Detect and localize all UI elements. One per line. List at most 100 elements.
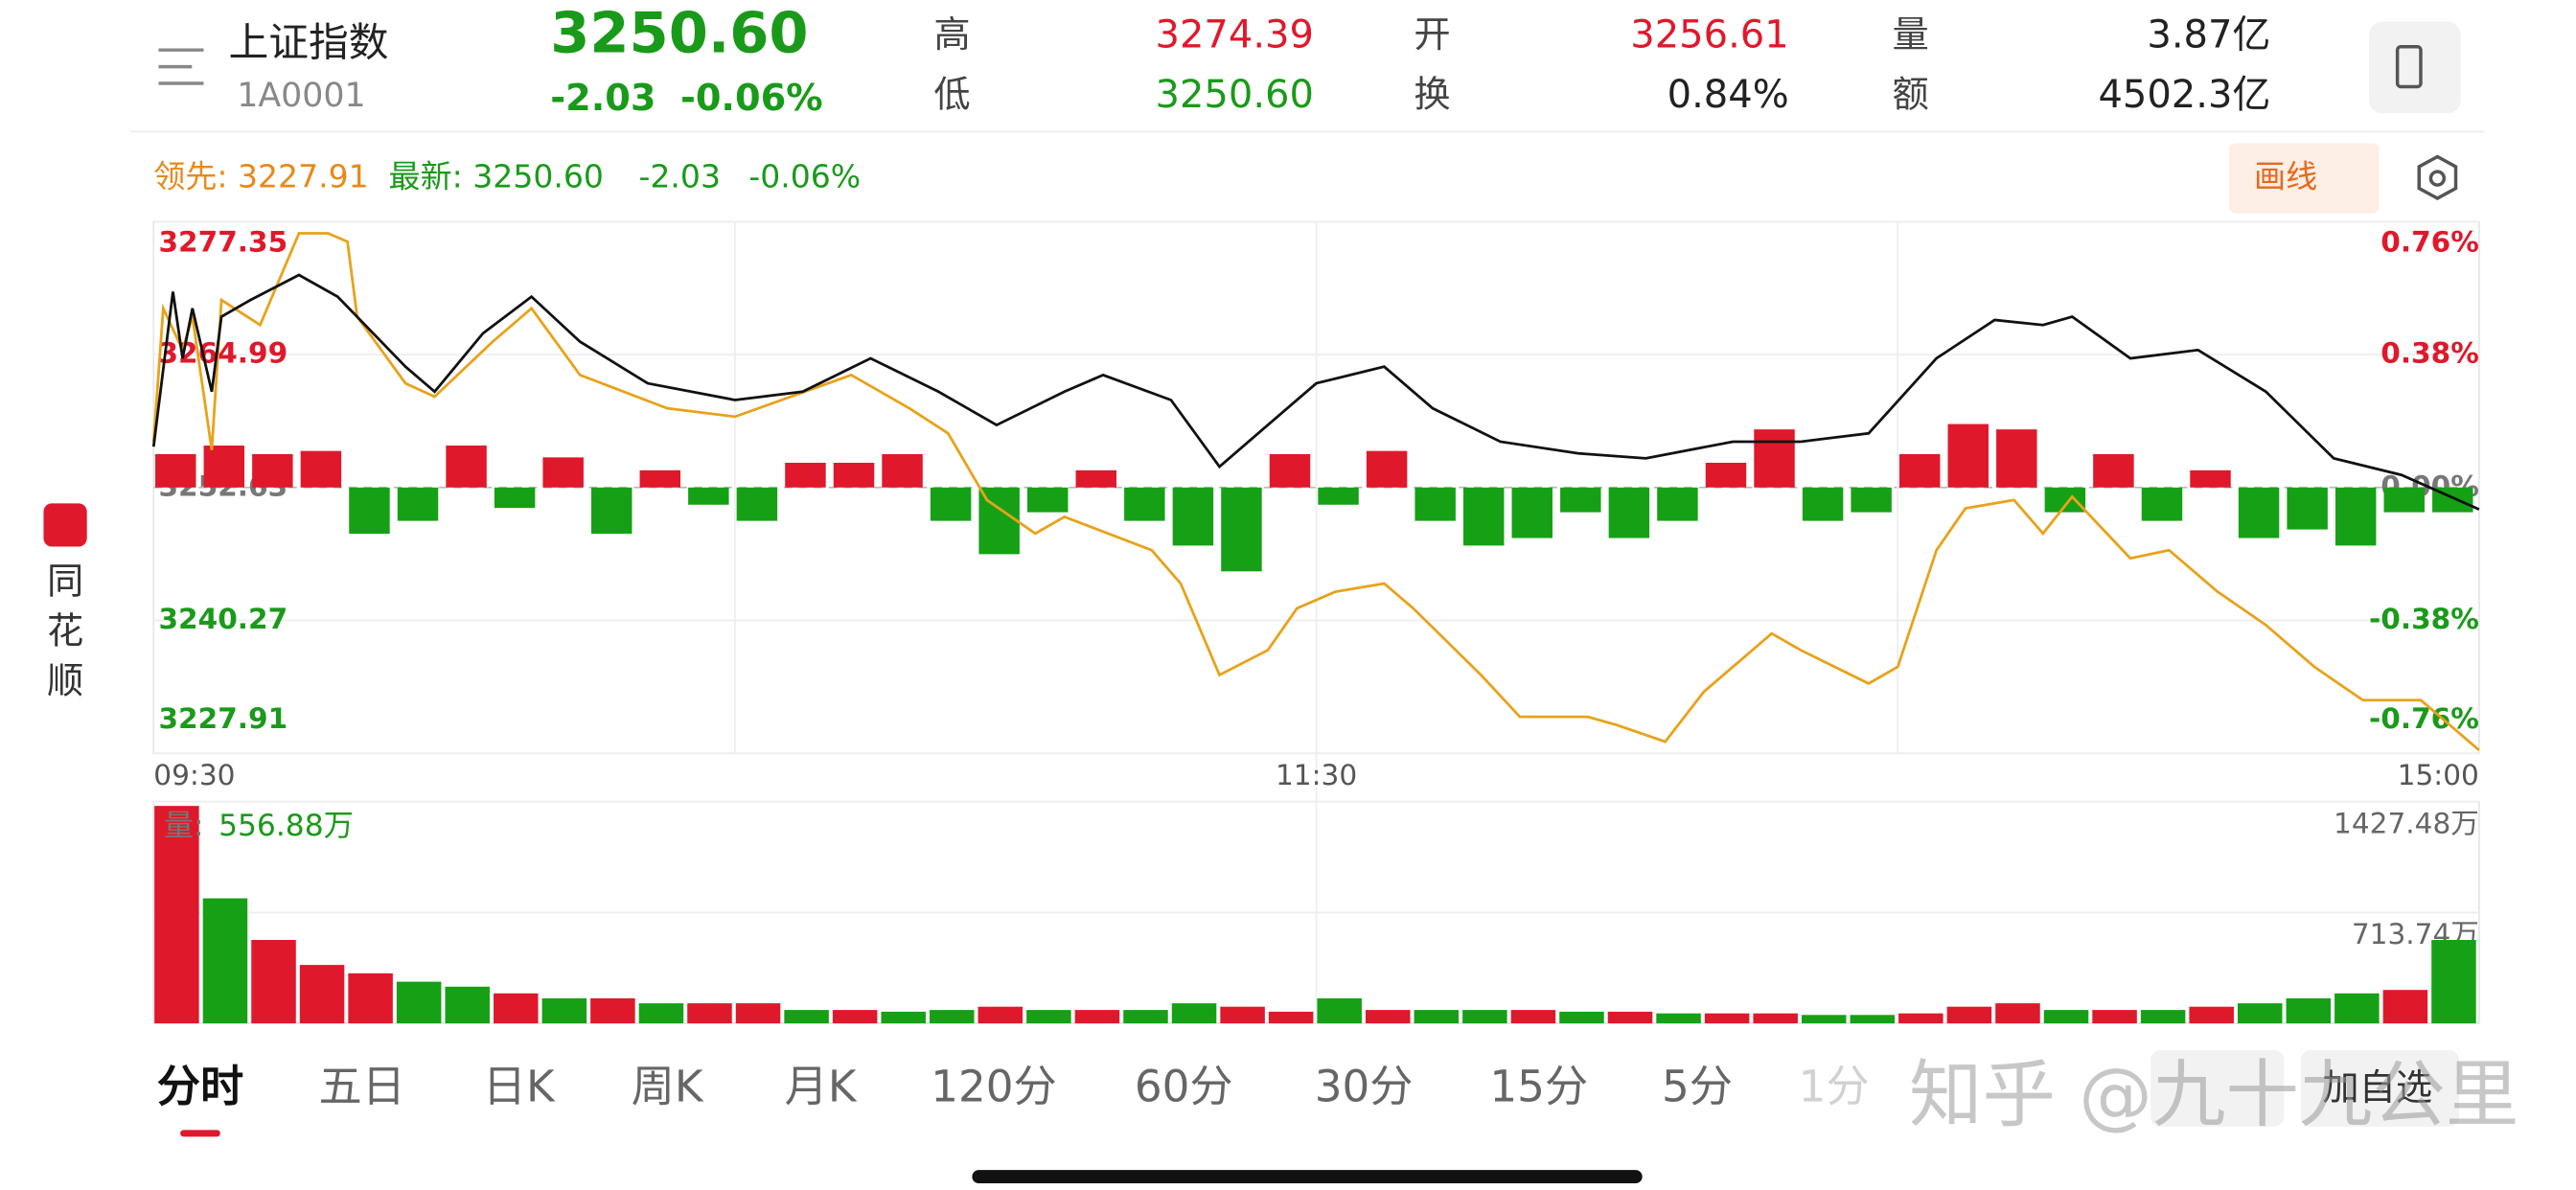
add-button-label: 加自选	[2322, 1066, 2432, 1110]
flow-bar	[1608, 487, 1650, 538]
volume-bar	[978, 1006, 1024, 1024]
volume-label: 量:	[164, 809, 204, 843]
volume-bar	[1365, 1010, 1411, 1024]
settings-icon[interactable]	[2417, 154, 2458, 200]
latest-legend: 最新: 3250.60	[389, 158, 604, 195]
volume-bar	[2189, 1006, 2234, 1024]
menu-icon[interactable]	[158, 48, 204, 85]
flow-bar	[446, 446, 487, 488]
flow-bar	[2383, 487, 2425, 513]
sidebar-char: 花	[47, 610, 83, 653]
volume-bar	[930, 1010, 975, 1024]
volume-bar	[1559, 1011, 1604, 1024]
volume-bar	[832, 1010, 878, 1024]
flow-bar	[542, 457, 584, 488]
tab[interactable]: 月K	[785, 1062, 858, 1112]
flow-bar	[736, 487, 778, 521]
index-name: 上证指数	[229, 18, 389, 65]
app-logo	[43, 503, 87, 547]
volume-bar	[1123, 1010, 1168, 1024]
draw-button[interactable]	[2228, 143, 2380, 214]
flow-bar	[930, 487, 972, 521]
watermark: 知乎 @九十九公里	[1909, 1053, 2518, 1138]
volume-value: 556.88万	[218, 809, 354, 843]
tab[interactable]: 日K	[483, 1062, 556, 1112]
volume-bar	[2237, 1003, 2283, 1024]
tab[interactable]: 分时	[157, 1062, 243, 1112]
flow-bar	[1560, 487, 1601, 513]
sidebar-char: 顺	[47, 660, 83, 703]
volume-bar	[251, 940, 296, 1024]
flow-bar	[1851, 487, 1892, 513]
flow-bar	[2287, 487, 2328, 530]
stat-value: 3256.61	[1630, 12, 1788, 57]
tab[interactable]: 1分	[1799, 1062, 1870, 1112]
tab[interactable]: 30分	[1315, 1062, 1414, 1112]
flow-bar	[2334, 487, 2377, 546]
volume-bar	[2431, 940, 2476, 1024]
volume-bar	[1850, 1015, 1896, 1024]
draw-button-label: 画线	[2254, 158, 2317, 195]
volume-bar	[445, 986, 490, 1024]
flow-bar	[494, 487, 536, 509]
volume-bar	[1607, 1011, 1653, 1024]
stat-label: 换	[1414, 73, 1450, 116]
y2-tick-label: -0.76%	[2369, 702, 2479, 735]
volume-bar	[494, 993, 539, 1024]
stat-label: 量	[1893, 13, 1929, 57]
volume-bar	[1317, 997, 1362, 1024]
volume-bar	[541, 997, 587, 1024]
volume-bar	[1898, 1013, 1944, 1024]
volume-bar	[1414, 1010, 1460, 1024]
legend-pct: -0.06%	[748, 158, 861, 195]
volume-bar	[638, 1003, 684, 1024]
flow-bar	[1366, 450, 1408, 488]
flow-bar	[1511, 487, 1552, 538]
volume-bar	[1026, 1010, 1071, 1024]
tab[interactable]: 15分	[1489, 1062, 1588, 1112]
volume-bar	[299, 965, 345, 1024]
change: -2.03	[550, 77, 656, 120]
volume-bar	[154, 806, 199, 1024]
flow-bar	[397, 487, 439, 521]
volume-bar	[881, 1011, 926, 1024]
volume-bar	[348, 973, 393, 1024]
tab[interactable]: 60分	[1135, 1062, 1233, 1112]
volume-bar	[1171, 1003, 1217, 1024]
flow-bar	[639, 469, 681, 488]
flow-bar	[1026, 487, 1069, 513]
stat-value: 3250.60	[1156, 73, 1314, 117]
device-button[interactable]	[2369, 21, 2461, 114]
flow-bar	[1414, 487, 1456, 521]
flow-bar	[1802, 487, 1844, 521]
code-button[interactable]	[2150, 1049, 2285, 1127]
x-tick-label: 11:30	[1276, 759, 1357, 791]
flow-bar	[590, 487, 632, 535]
tab[interactable]: 120分	[931, 1062, 1057, 1112]
volume-bar	[1704, 1013, 1750, 1024]
y-tick-label: 3240.27	[158, 603, 288, 635]
stat-value: 3274.39	[1156, 12, 1314, 57]
flow-bar	[349, 487, 390, 535]
volume-bar	[202, 898, 248, 1024]
volume-bar	[687, 1003, 732, 1024]
flow-bar	[1269, 454, 1311, 488]
flow-bar	[252, 454, 293, 488]
tab[interactable]: 5分	[1662, 1062, 1733, 1112]
volume-bar	[2382, 990, 2428, 1024]
flow-bar	[203, 446, 245, 488]
volume-bar	[1753, 1013, 1798, 1024]
flow-bar	[1705, 462, 1747, 488]
flow-bar	[1657, 487, 1698, 521]
stat-label: 额	[1893, 73, 1929, 116]
x-tick-label: 09:30	[153, 759, 235, 791]
sidebar: 同花顺	[47, 560, 83, 702]
stat-value: 3.87亿	[2147, 12, 2270, 57]
x-tick-label: 15:00	[2398, 759, 2479, 791]
tab[interactable]: 五日	[318, 1062, 404, 1112]
volume-bar	[784, 1010, 829, 1024]
add-button[interactable]	[2300, 1049, 2459, 1127]
index-code: 1A0001	[237, 77, 365, 115]
tab[interactable]: 周K	[632, 1062, 704, 1112]
